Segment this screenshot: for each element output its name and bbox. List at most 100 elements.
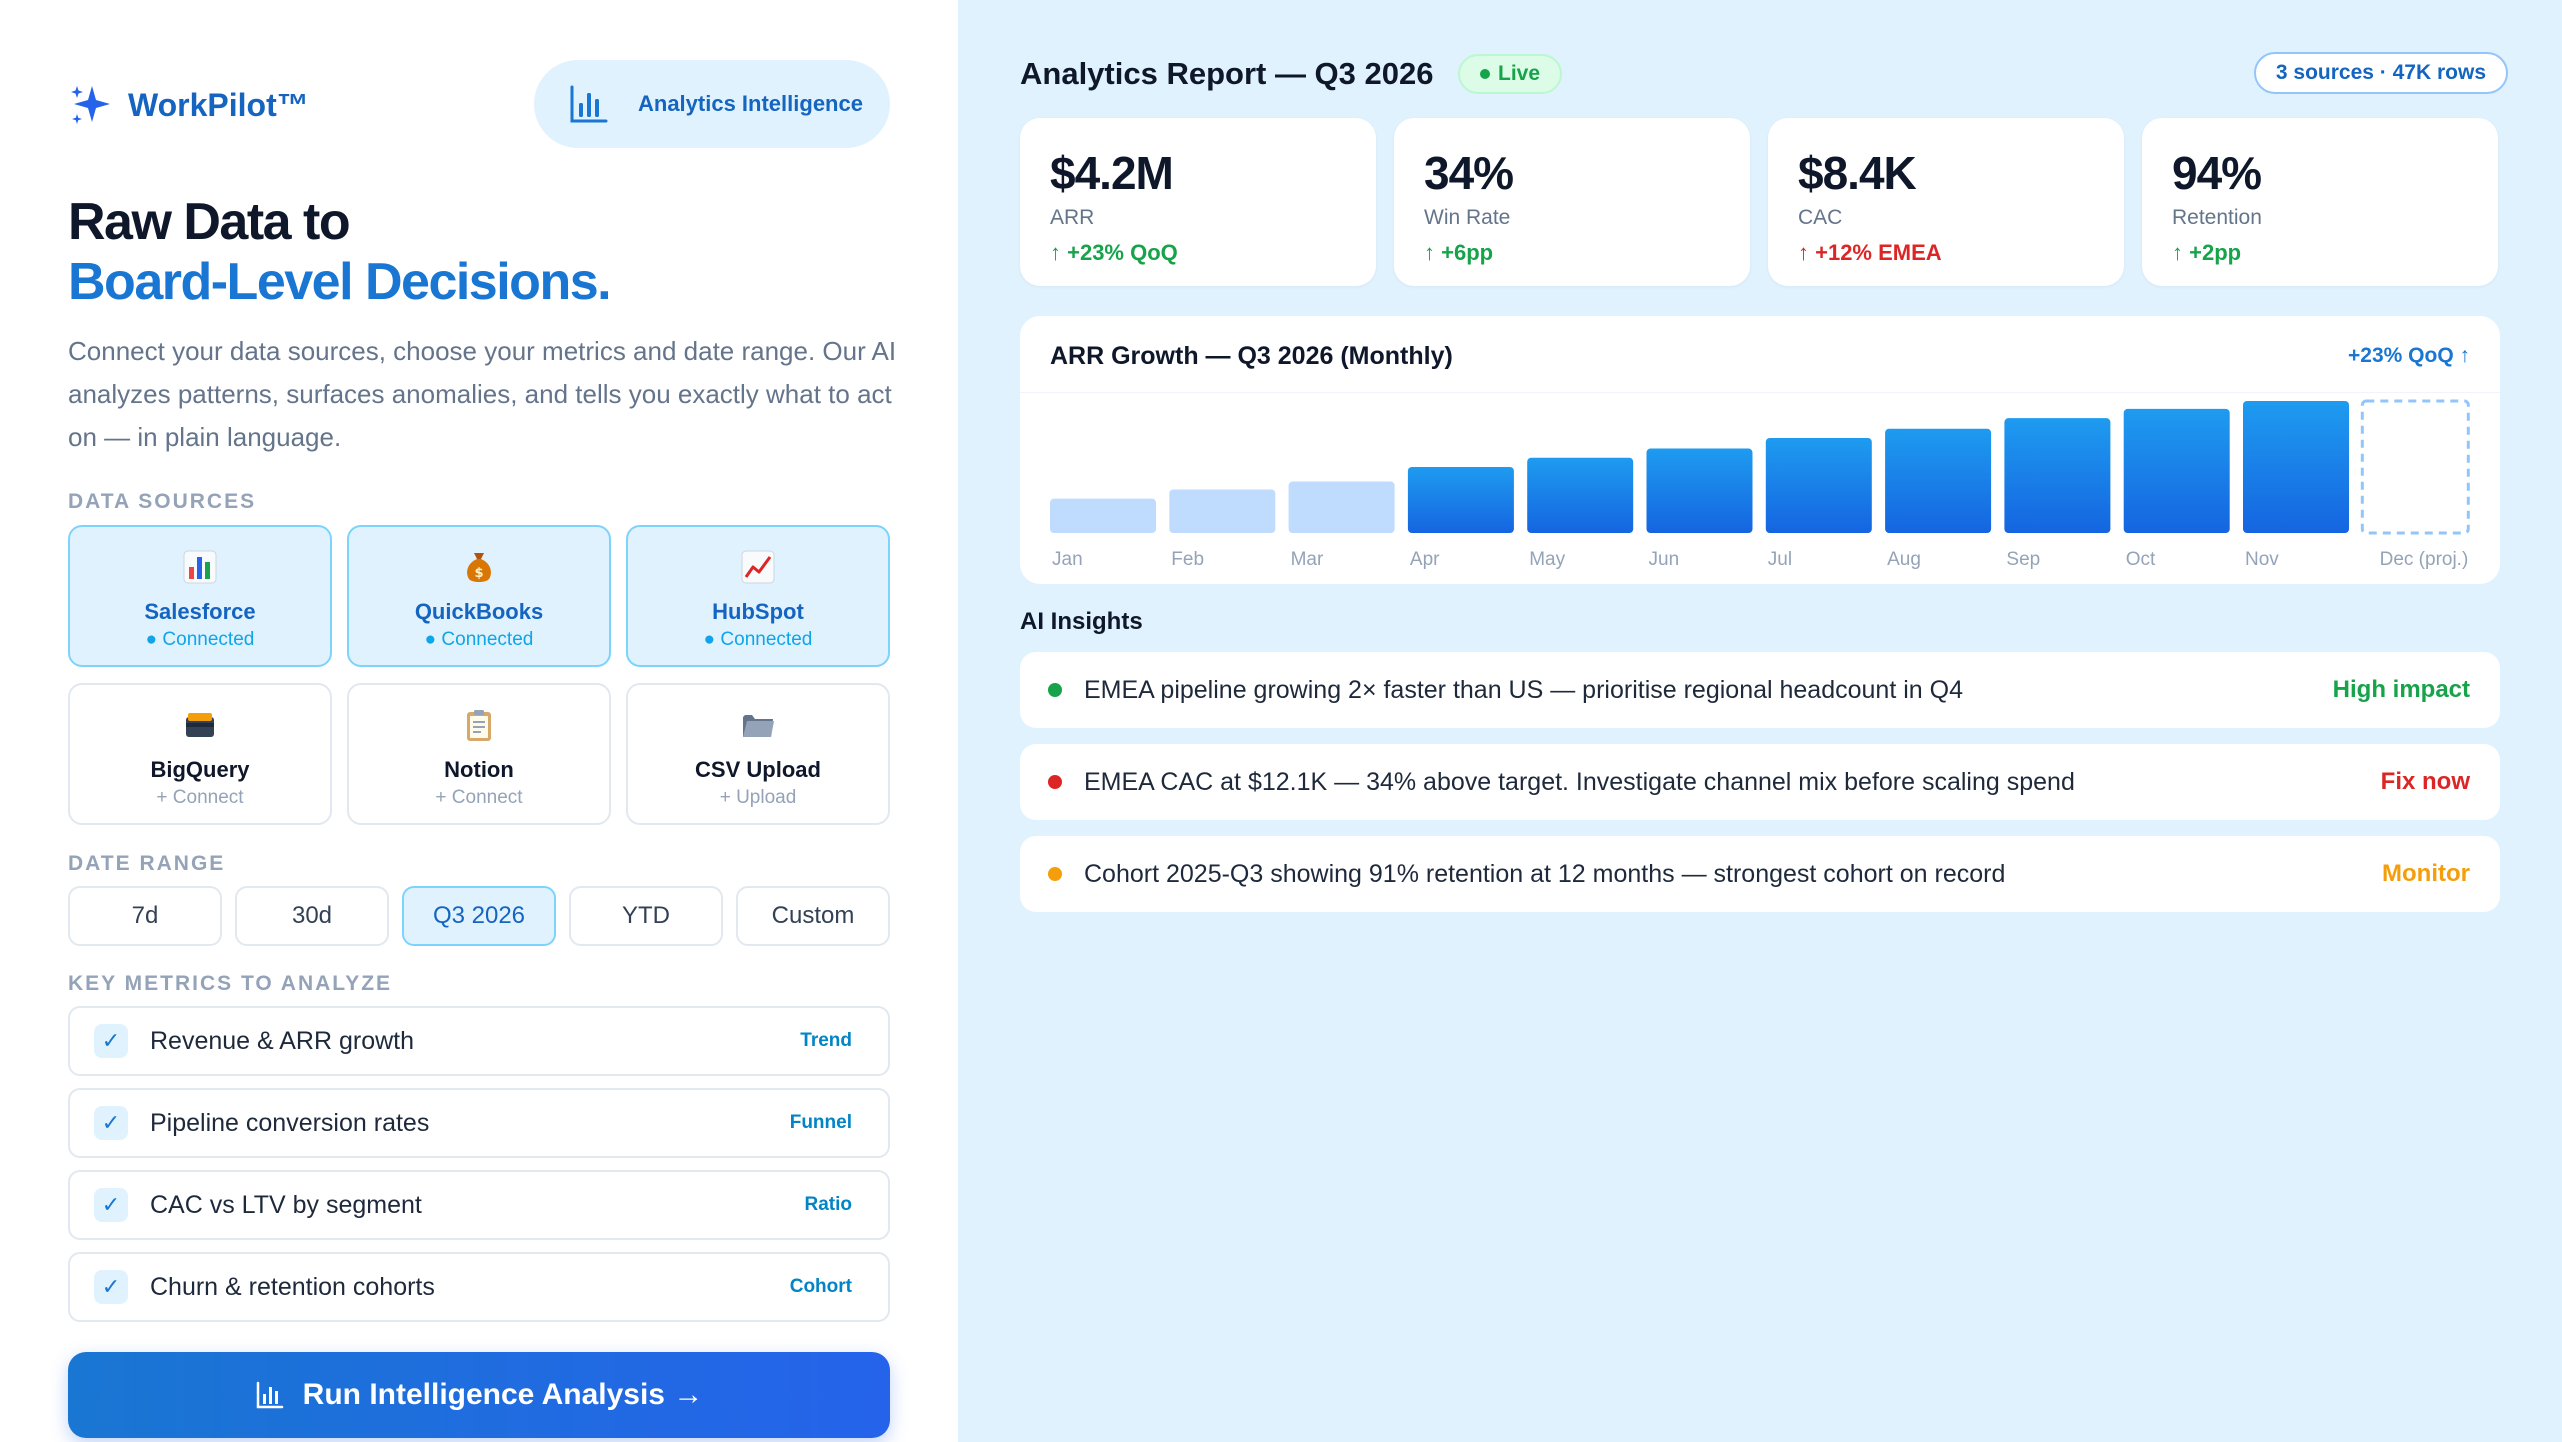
metric-pipeline-conversion[interactable]: ✓ Pipeline conversion rates Funnel [68, 1088, 890, 1158]
brand: WorkPilot™ [68, 82, 309, 128]
card-box-icon [186, 713, 214, 737]
checkbox-checked-icon[interactable]: ✓ [94, 1270, 128, 1304]
insight-row[interactable]: Cohort 2025-Q3 showing 91% retention at … [1020, 836, 2500, 912]
chart-divider [1020, 392, 2500, 393]
kpi-delta: ↑ +2pp [2172, 240, 2242, 265]
bar-jul [1765, 437, 1872, 533]
metric-label: Revenue & ARR growth [150, 1026, 415, 1055]
insight-tag: High impact [2332, 676, 2470, 703]
metric-tag: Ratio [804, 1194, 853, 1215]
metric-tag: Funnel [789, 1112, 852, 1133]
insight-tag: Monitor [2382, 860, 2470, 887]
live-dot-icon [1480, 69, 1490, 79]
source-status: ● Connected [703, 629, 813, 650]
kpi-label: Retention [2172, 206, 2262, 229]
x-tick-label: Apr [1410, 549, 1440, 570]
ai-insights-title: AI Insights [1020, 608, 1143, 635]
status-dot-icon [1048, 775, 1062, 789]
key-metrics-label: KEY METRICS TO ANALYZE [68, 972, 393, 995]
insight-text: Cohort 2025-Q3 showing 91% retention at … [1084, 859, 2006, 888]
bar-sep [2004, 418, 2111, 533]
bar-oct [2123, 408, 2230, 533]
date-option-ytd[interactable]: YTD [569, 886, 723, 946]
bar-jun [1646, 448, 1753, 533]
checkbox-checked-icon[interactable]: ✓ [94, 1188, 128, 1222]
source-notion[interactable]: Notion + Connect [347, 683, 611, 825]
kpi-delta: ↑ +12% EMEA [1798, 240, 1942, 265]
source-csv-upload[interactable]: CSV Upload + Upload [626, 683, 890, 825]
x-tick-label: Jun [1649, 549, 1680, 570]
status-dot-icon [1048, 683, 1062, 697]
arr-growth-chart: Jan Feb Mar Apr May Jun Jul Aug Sep Oct Nov Dec (pr… [1050, 399, 2470, 570]
metric-tag: Trend [800, 1030, 852, 1051]
bar-apr [1407, 467, 1514, 533]
report-panel: Analytics Report — Q3 2026 Live 3 source… [958, 0, 2562, 1442]
kpi-card-cac: $8.4K CAC ↑ +12% EMEA [1768, 118, 2124, 286]
date-range-label: DATE RANGE [68, 852, 226, 875]
metrics-list: ✓ Revenue & ARR growth Trend ✓ Pipeline … [68, 1006, 890, 1322]
source-name: Notion [444, 757, 514, 782]
kpi-card-arr: $4.2M ARR ↑ +23% QoQ [1020, 118, 1376, 286]
source-status: + Connect [435, 787, 523, 808]
metric-cac-ltv[interactable]: ✓ CAC vs LTV by segment Ratio [68, 1170, 890, 1240]
data-sources-grid: Salesforce ● Connected $ QuickBooks ● Co… [68, 525, 890, 825]
ai-insights-list: EMEA pipeline growing 2× faster than US … [1020, 652, 2500, 912]
run-analysis-label: Run Intelligence Analysis → [302, 1378, 704, 1411]
date-option-7d[interactable]: 7d [68, 886, 222, 946]
live-label: Live [1498, 62, 1541, 85]
source-salesforce[interactable]: Salesforce ● Connected [68, 525, 332, 667]
checkbox-checked-icon[interactable]: ✓ [94, 1024, 128, 1058]
source-status: ● Connected [145, 629, 255, 650]
source-name: HubSpot [712, 599, 804, 624]
source-status: ● Connected [424, 629, 534, 650]
source-bigquery[interactable]: BigQuery + Connect [68, 683, 332, 825]
bar-feb [1169, 489, 1276, 533]
x-tick-label: Jan [1052, 549, 1083, 570]
x-tick-label: Dec (proj.) [2380, 549, 2469, 570]
metric-revenue-arr[interactable]: ✓ Revenue & ARR growth Trend [68, 1006, 890, 1076]
source-quickbooks[interactable]: $ QuickBooks ● Connected [347, 525, 611, 667]
svg-text:$: $ [474, 566, 483, 581]
hero-description: Connect your data sources, choose your m… [68, 336, 897, 452]
arr-growth-chart-card: ARR Growth — Q3 2026 (Monthly) +23% QoQ … [1020, 316, 2500, 584]
live-badge: Live [1458, 54, 1563, 94]
chart-delta: +23% QoQ ↑ [2348, 344, 2470, 367]
date-option-custom[interactable]: Custom [736, 886, 890, 946]
x-tick-label: Feb [1171, 549, 1204, 570]
date-option-q3-2026[interactable]: Q3 2026 [402, 886, 556, 946]
insight-row[interactable]: EMEA pipeline growing 2× faster than US … [1020, 652, 2500, 728]
x-tick-label: May [1529, 549, 1565, 570]
kpi-value: $4.2M [1050, 147, 1174, 199]
folder-icon [743, 715, 774, 737]
kpi-label: ARR [1050, 206, 1095, 229]
kpi-card-win-rate: 34% Win Rate ↑ +6pp [1394, 118, 1750, 286]
metric-churn-retention[interactable]: ✓ Churn & retention cohorts Cohort [68, 1252, 890, 1322]
kpi-row: $4.2M ARR ↑ +23% QoQ 34% Win Rate ↑ +6pp… [1020, 118, 2508, 286]
kpi-delta: ↑ +23% QoQ [1050, 240, 1178, 265]
date-option-30d[interactable]: 30d [235, 886, 389, 946]
sparkle-icon [71, 86, 110, 124]
money-bag-icon: $ [467, 553, 491, 582]
brand-name: WorkPilot™ [128, 86, 309, 123]
x-tick-label: Jul [1768, 549, 1792, 570]
kpi-label: Win Rate [1424, 206, 1511, 229]
analytics-intelligence-label: Analytics Intelligence [638, 91, 863, 116]
bar-aug [1885, 428, 1992, 533]
kpi-value: 34% [1424, 147, 1514, 199]
source-hubspot[interactable]: HubSpot ● Connected [626, 525, 890, 667]
source-name: CSV Upload [695, 757, 821, 782]
setup-panel: WorkPilot™ Analytics Intelligence Raw Da… [0, 0, 958, 1442]
hero-title-line2: Board-Level Decisions. [68, 253, 612, 311]
run-analysis-button[interactable]: Run Intelligence Analysis → [68, 1352, 890, 1438]
kpi-label: CAC [1798, 206, 1843, 229]
metric-label: Churn & retention cohorts [150, 1272, 435, 1301]
trend-chart-icon [741, 550, 775, 584]
x-tick-label: Oct [2126, 549, 2156, 570]
insight-row[interactable]: EMEA CAC at $12.1K — 34% above target. I… [1020, 744, 2500, 820]
date-range-selector: 7d 30d Q3 2026 YTD Custom [68, 886, 890, 946]
bar-jan [1050, 498, 1156, 533]
checkbox-checked-icon[interactable]: ✓ [94, 1106, 128, 1140]
sources-summary-badge: 3 sources · 47K rows [2253, 52, 2508, 94]
source-name: QuickBooks [414, 599, 544, 624]
analytics-intelligence-pill[interactable]: Analytics Intelligence [534, 60, 890, 148]
